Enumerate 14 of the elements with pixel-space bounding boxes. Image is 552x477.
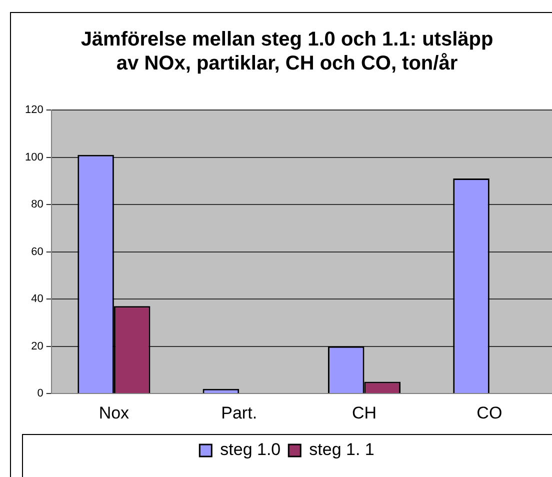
- y-tick-label: 0: [37, 388, 44, 400]
- x-tick-label: Nox: [98, 403, 130, 422]
- x-tick-label: Part.: [221, 403, 258, 422]
- y-tick-label: 100: [24, 151, 44, 164]
- y-tick-label: 20: [31, 340, 44, 352]
- y-tick-label: 40: [31, 293, 44, 306]
- y-tick-label: 60: [31, 246, 44, 258]
- x-tick-label: CO: [476, 403, 502, 422]
- legend-label: steg 1.0: [220, 440, 281, 460]
- y-tick-label: 80: [31, 198, 44, 211]
- x-tick-label: CH: [352, 403, 377, 422]
- y-tick-label: 120: [24, 104, 44, 116]
- legend-label: steg 1. 1: [309, 440, 374, 460]
- chart-title: Jämförelse mellan steg 1.0 och 1.1: utsläpp av NOx, partiklar, CH och CO, ton/år: [80, 28, 494, 75]
